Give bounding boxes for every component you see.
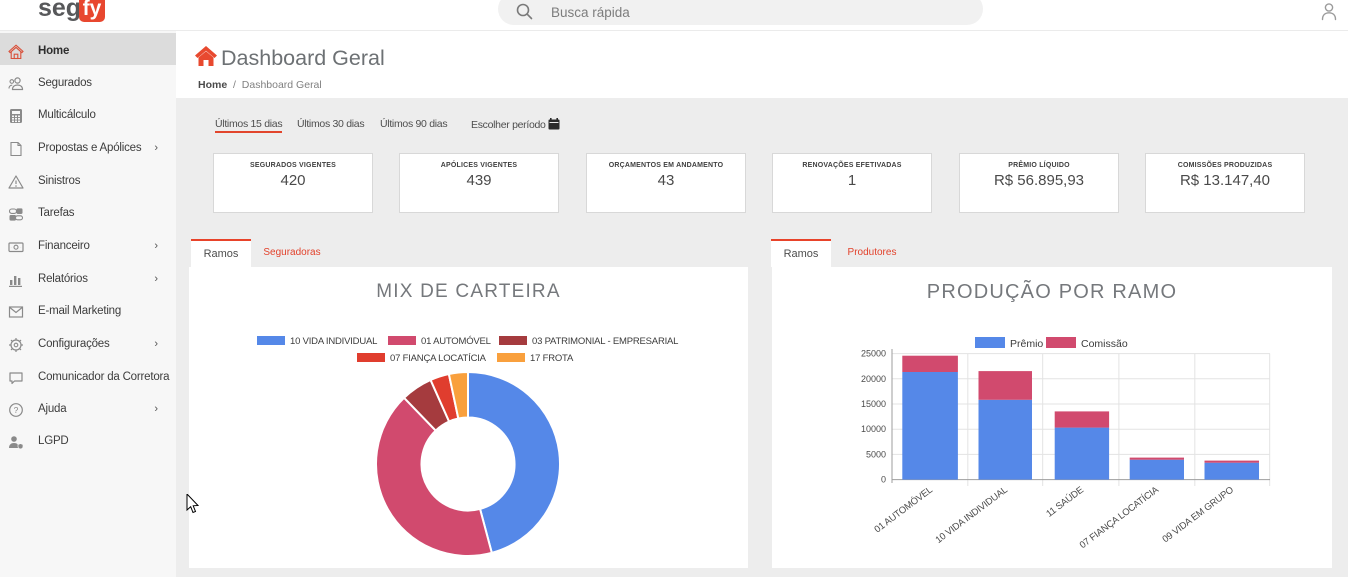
svg-text:09 VIDA EM GRUPO: 09 VIDA EM GRUPO [1160,485,1235,546]
svg-text:15000: 15000 [861,399,886,409]
svg-text:07 FIANÇA LOCATÍCIA: 07 FIANÇA LOCATÍCIA [1078,484,1162,551]
svg-text:10 VIDA INDIVIDUAL: 10 VIDA INDIVIDUAL [934,485,1010,546]
svg-text:?: ? [14,405,19,415]
svg-text:20000: 20000 [861,374,886,384]
svg-text:5000: 5000 [866,449,886,459]
svg-text:10000: 10000 [861,424,886,434]
svg-text:01 AUTOMÓVEL: 01 AUTOMÓVEL [872,485,934,536]
svg-text:0: 0 [881,475,886,485]
svg-text:11 SAÚDE: 11 SAÚDE [1044,485,1085,520]
svg-text:25000: 25000 [861,349,886,359]
